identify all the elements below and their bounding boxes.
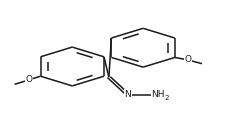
Text: O: O xyxy=(184,55,191,64)
Text: N: N xyxy=(124,90,131,99)
Text: 2: 2 xyxy=(164,95,169,101)
Text: O: O xyxy=(25,76,32,84)
Text: NH: NH xyxy=(151,90,165,99)
